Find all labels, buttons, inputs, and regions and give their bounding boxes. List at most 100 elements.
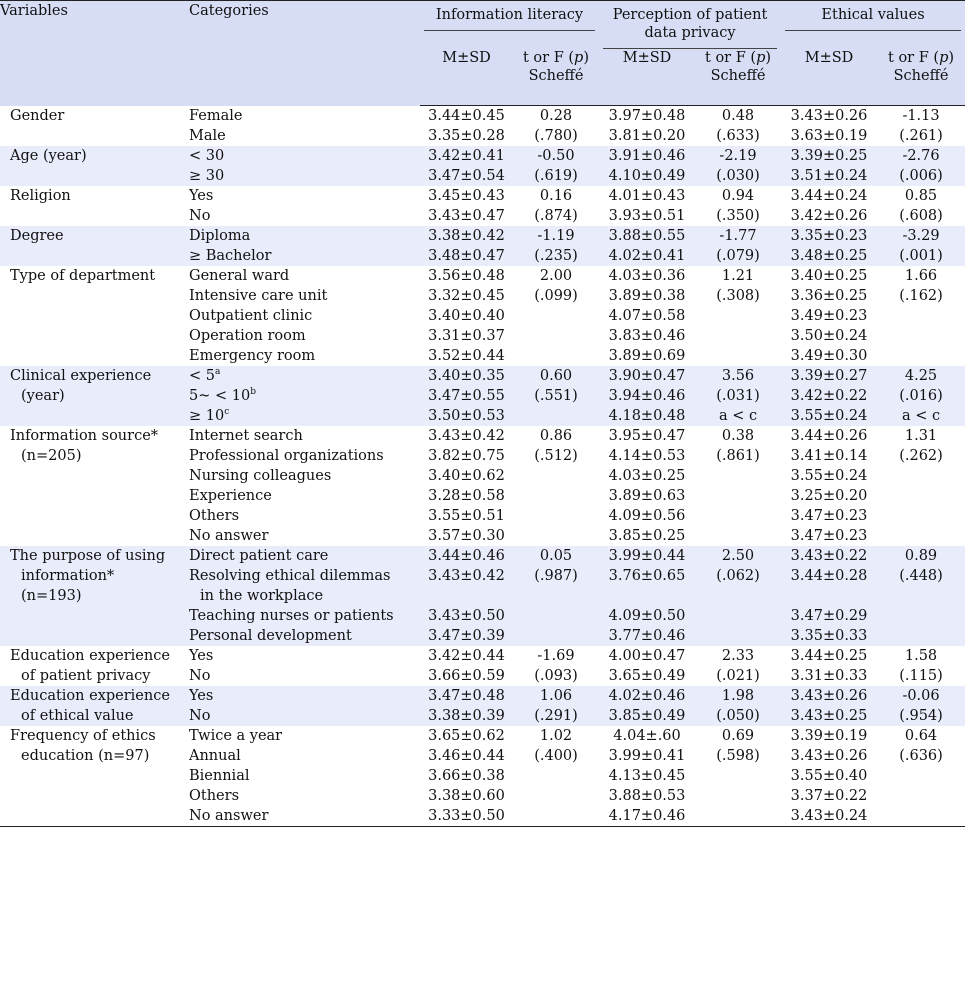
mean-sd-value: 3.66±0.59 — [428, 668, 505, 684]
spacer — [599, 586, 695, 606]
mean-sd-value: 3.52±0.44 — [428, 348, 505, 364]
mean-sd-value: 3.81±0.20 — [608, 128, 686, 144]
mean-sd-value: 3.76±0.65 — [608, 568, 686, 584]
header-row-groups: Variables Categories Information literac… — [0, 0, 965, 106]
mean-sd-cell: 3.97±0.48 3.81±0.20 — [599, 106, 695, 147]
test-stat-cell: 1.06 (.291) — [513, 686, 600, 726]
categories-cell: Yes No — [189, 186, 420, 226]
test-stat-value: (.619) — [534, 168, 578, 184]
test-stat-cell: 0.89 (.448) — [877, 546, 965, 646]
table-row: Degree Diploma ≥ Bachelor 3.38±0.42 3.48±0.4… — [0, 226, 965, 266]
mean-sd-value: 3.38±0.60 — [428, 788, 505, 804]
mean-sd-value: 3.65±0.49 — [608, 668, 686, 684]
variable-group: Type of department General ward Intensive … — [0, 266, 965, 366]
test-stat-value: (.062) — [716, 568, 760, 584]
test-stat-value: -1.69 — [537, 648, 575, 664]
mean-sd-value: 4.01±0.43 — [608, 188, 686, 204]
mean-sd-value: 4.10±0.49 — [608, 168, 686, 184]
test-stat-value: (.093) — [534, 668, 578, 684]
mean-sd-value: 3.38±0.42 — [428, 228, 505, 244]
statistics-table: Variables Categories Information literac… — [0, 0, 965, 827]
mean-sd-value: 3.55±0.40 — [790, 768, 868, 784]
variable-group: Frequency of ethics education (n=97) Twice… — [0, 726, 965, 827]
mean-sd-value: 4.09±0.56 — [608, 508, 686, 524]
mean-sd-value: 3.89±0.63 — [608, 488, 686, 504]
category-label: Yes — [189, 648, 214, 664]
mean-sd-cell: 3.40±0.35 3.47±0.55 3.50±0.53 — [420, 366, 513, 426]
test-stat-value: (.308) — [716, 288, 760, 304]
test-stat-cell: 2.33 (.021) — [695, 646, 781, 686]
category-label: Twice a year — [189, 728, 283, 744]
test-stat-value: (.954) — [899, 708, 943, 724]
mean-sd-value: 3.39±0.25 — [790, 148, 868, 164]
mean-sd-cell: 3.44±0.45 3.35±0.28 — [420, 106, 513, 147]
category-label: Biennial — [189, 768, 250, 784]
test-stat-value: (.551) — [534, 388, 578, 404]
test-stat-value: (.021) — [716, 668, 760, 684]
variable-label: Degree — [10, 228, 64, 244]
categories-cell: Yes No — [189, 646, 420, 686]
variable-group: Clinical experience (year) < 5a 5~ < 10b ≥ 1… — [0, 366, 965, 426]
table-row: Type of department General ward Intensive … — [0, 266, 965, 366]
mean-sd-value: 3.56±0.48 — [428, 268, 505, 284]
mean-sd-value: 3.55±0.24 — [790, 468, 868, 484]
variable-label: (n=205) — [21, 448, 82, 464]
test-stat-cell: 0.48 (.633) — [695, 106, 781, 147]
categories-cell: Internet search Professional organization… — [189, 426, 420, 546]
test-stat-value: 1.21 — [721, 268, 755, 284]
mean-sd-cell: 3.43±0.26 3.63±0.19 — [781, 106, 877, 147]
variable-cell: Gender — [0, 106, 189, 147]
variable-label: of patient privacy — [21, 668, 151, 684]
variable-group: Education experience of patient privacy Ye… — [0, 646, 965, 686]
test-stat-value: (.598) — [716, 748, 760, 764]
categories-cell: Yes No — [189, 686, 420, 726]
test-stat-value: a < c — [718, 408, 758, 424]
mean-sd-cell: 3.47±0.48 3.38±0.39 — [420, 686, 513, 726]
test-stat-value: (.861) — [716, 448, 760, 464]
test-stat-value: (.780) — [534, 128, 578, 144]
category-label: Teaching nurses or patients — [189, 608, 394, 624]
mean-sd-cell: 3.91±0.46 4.10±0.49 — [599, 146, 696, 186]
test-stat-value: 0.48 — [721, 108, 755, 124]
category-superscript: b — [250, 387, 256, 397]
mean-sd-value: 3.35±0.33 — [790, 628, 868, 644]
category-label: No — [189, 668, 211, 684]
categories-cell: Direct patient care Resolving ethical dil… — [189, 546, 420, 646]
variable-label: (year) — [21, 388, 65, 404]
test-stat-value: 1.66 — [904, 268, 938, 284]
mean-sd-value: 3.43±0.26 — [790, 748, 868, 764]
mean-sd-value: 4.04±.60 — [613, 728, 681, 744]
mean-sd-value: 4.18±0.48 — [608, 408, 686, 424]
test-stat-cell: 1.98 (.050) — [695, 686, 782, 726]
mean-sd-cell: 3.42±0.44 3.66±0.59 — [420, 646, 513, 686]
category-label: ≥ Bachelor — [189, 248, 272, 264]
mean-sd-value: 3.85±0.25 — [608, 528, 686, 544]
category-label: Female — [189, 107, 243, 124]
category-label: Experience — [189, 488, 272, 504]
mean-sd-value: 3.66±0.38 — [428, 768, 505, 784]
mean-sd-value: 3.89±0.38 — [608, 288, 686, 304]
mean-sd-value: 3.48±0.25 — [790, 248, 868, 264]
category-label: Emergency room — [189, 348, 316, 364]
mean-sd-value: 3.44±0.46 — [428, 548, 505, 564]
mean-sd-value: 3.50±0.24 — [790, 328, 868, 344]
test-stat-value: -0.06 — [902, 688, 940, 704]
mean-sd-value: 3.43±0.22 — [790, 548, 868, 564]
category-label: < 5a — [189, 367, 221, 385]
variable-label: (n=193) — [21, 588, 82, 604]
mean-sd-value: 3.55±0.24 — [790, 408, 868, 424]
mean-sd-value: 3.51±0.24 — [790, 168, 868, 184]
header-msd: M±SD — [599, 49, 696, 106]
mean-sd-value: 3.49±0.23 — [790, 308, 868, 324]
mean-sd-value: 3.43±0.25 — [790, 708, 868, 724]
category-label: < 30 — [189, 148, 225, 164]
variable-group: Degree Diploma ≥ Bachelor 3.38±0.42 3.48±0.4… — [0, 226, 965, 266]
mean-sd-cell: 3.56±0.48 3.32±0.45 3.40±0.40 3.31±0.37 3.52… — [420, 266, 513, 366]
mean-sd-cell: 3.44±0.46 3.43±0.42 3.43±0.50 3.47±0.39 — [420, 546, 513, 646]
mean-sd-value: 3.47±0.55 — [428, 388, 505, 404]
test-stat-value: 2.33 — [721, 648, 755, 664]
category-label: ≥ 10c — [189, 407, 230, 425]
test-stat-value: 0.64 — [904, 728, 938, 744]
variable-label: of ethical value — [21, 708, 134, 724]
mean-sd-cell: 3.39±0.27 3.42±0.22 3.55±0.24 — [781, 366, 878, 426]
